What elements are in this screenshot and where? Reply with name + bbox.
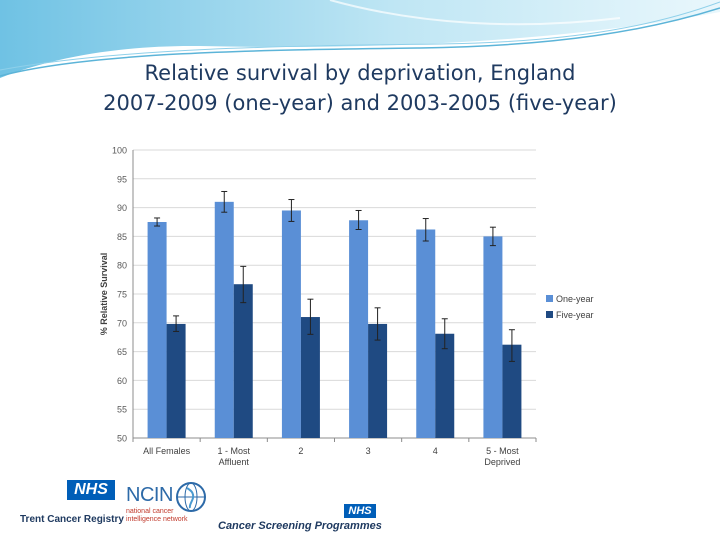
bar-five-year bbox=[233, 284, 253, 438]
y-tick-label: 90 bbox=[117, 203, 127, 213]
y-tick-label: 100 bbox=[112, 146, 127, 156]
bar-five-year bbox=[300, 317, 320, 438]
bar-one-year bbox=[281, 210, 301, 438]
nhs-logo-right: NHS bbox=[344, 504, 376, 518]
survival-bar-chart: 50 55 60 65 70 75 80 85 90 95 100 % Relative Surviv… bbox=[98, 140, 604, 472]
x-tick-label: 3 bbox=[366, 446, 371, 456]
x-tick-label: All Females bbox=[143, 446, 191, 456]
slide-title: Relative survival by deprivation, Englan… bbox=[0, 58, 720, 118]
y-tick-label: 65 bbox=[117, 347, 127, 357]
bar-one-year bbox=[483, 236, 503, 438]
trent-cancer-registry-label: Trent Cancer Registry bbox=[20, 514, 124, 525]
x-tick-label: 4 bbox=[433, 446, 438, 456]
bar-five-year bbox=[435, 333, 455, 438]
x-tick-label: 1 - Most bbox=[217, 446, 250, 456]
y-tick-label: 95 bbox=[117, 174, 127, 184]
ncin-wordmark: NCIN bbox=[126, 484, 173, 506]
legend-label: One-year bbox=[556, 294, 594, 304]
y-tick-label: 85 bbox=[117, 232, 127, 242]
bar-five-year bbox=[368, 323, 388, 438]
x-tick-label: 2 bbox=[298, 446, 303, 456]
logo-strip: NHS Trent Cancer Registry NCIN national … bbox=[0, 470, 720, 540]
ncin-subtitle-2: intelligence network bbox=[126, 516, 188, 523]
legend-label: Five-year bbox=[556, 310, 594, 320]
y-tick-label: 70 bbox=[117, 318, 127, 328]
x-tick-label: Deprived bbox=[484, 457, 520, 467]
bar-one-year bbox=[416, 229, 436, 438]
title-line-2: 2007-2009 (one-year) and 2003-2005 (five… bbox=[103, 91, 617, 115]
header-banner bbox=[0, 0, 720, 78]
y-tick-label: 60 bbox=[117, 376, 127, 386]
cancer-screening-programmes-label: Cancer Screening Programmes bbox=[218, 520, 382, 532]
y-axis-label: % Relative Survival bbox=[99, 253, 109, 336]
bar-one-year bbox=[147, 222, 167, 438]
x-tick-label: 5 - Most bbox=[486, 446, 519, 456]
globe-icon bbox=[176, 482, 206, 512]
y-tick-label: 50 bbox=[117, 434, 127, 444]
bar-one-year bbox=[349, 220, 369, 438]
y-tick-label: 55 bbox=[117, 405, 127, 415]
x-tick-label: Affluent bbox=[219, 457, 250, 467]
title-line-1: Relative survival by deprivation, Englan… bbox=[144, 61, 576, 85]
ncin-subtitle-1: national cancer bbox=[126, 508, 174, 515]
y-tick-label: 80 bbox=[117, 261, 127, 271]
legend-swatch-five-year bbox=[546, 311, 553, 318]
ncin-logo: NCIN national cancer intelligence networ… bbox=[124, 480, 214, 536]
bar-five-year bbox=[502, 344, 522, 438]
bar-one-year bbox=[214, 201, 234, 438]
bar-five-year bbox=[166, 323, 186, 438]
nhs-logo-left: NHS bbox=[67, 480, 115, 500]
legend-swatch-one-year bbox=[546, 295, 553, 302]
y-tick-label: 75 bbox=[117, 290, 127, 300]
